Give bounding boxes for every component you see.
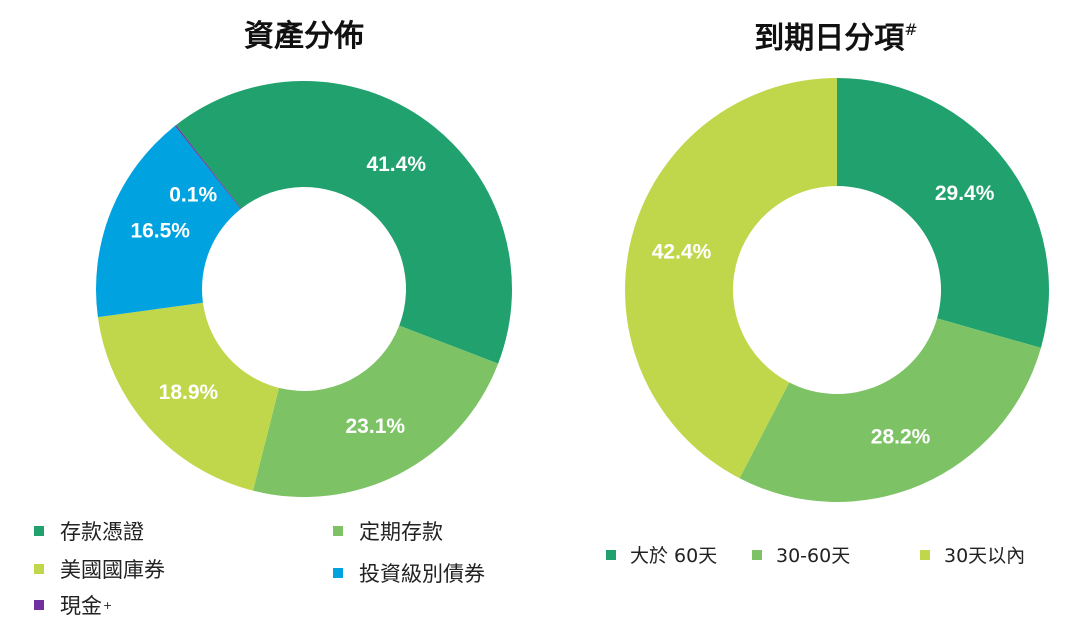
donut-slice <box>625 77 837 479</box>
asset-donut: 41.4% 23.1% 18.9% 16.5% 0.1% <box>96 80 513 497</box>
donut-slice <box>739 318 1041 502</box>
legend-item-cash: 現金 + <box>34 590 112 620</box>
data-label: 0.1% <box>169 184 217 207</box>
legend-swatch <box>34 526 44 536</box>
donut-slice <box>174 125 242 210</box>
data-label: 23.1% <box>346 415 406 438</box>
legend-swatch <box>333 526 343 536</box>
legend-swatch <box>333 568 343 578</box>
legend-swatch <box>920 549 930 560</box>
legend-label: 定期存款 <box>359 520 443 544</box>
maturity-chart-title-sup: # <box>904 20 917 39</box>
legend-label: 30天以內 <box>944 545 1026 567</box>
legend-item-certificates-of-deposit: 存款憑證 <box>34 516 144 546</box>
data-label: 16.5% <box>130 220 190 243</box>
legend-swatch <box>34 564 44 574</box>
donut-slice <box>175 80 513 364</box>
donut-slice <box>252 325 499 497</box>
legend-label: 30-60天 <box>776 545 851 567</box>
asset-chart-title: 資產分佈 <box>244 19 364 54</box>
legend-item-time-deposits: 定期存款 <box>333 516 443 546</box>
legend-swatch <box>606 549 616 560</box>
legend-item-30-60-days: 30-60天 <box>752 541 850 568</box>
legend-label: 存款憑證 <box>60 520 144 544</box>
maturity-donut: 29.4% 28.2% 42.4% <box>625 77 1049 502</box>
donut-slice <box>837 78 1049 348</box>
asset-legend: 存款憑證 定期存款 美國國庫券 投資級別債券 現金 + <box>0 0 545 630</box>
legend-item-us-treasury-bills: 美國國庫券 <box>34 554 165 584</box>
legend-item-over-60-days: 大於 60天 <box>606 541 717 568</box>
legend-item-investment-grade-bonds: 投資級別債券 <box>333 558 485 588</box>
donut-slice <box>96 125 241 318</box>
data-label: 18.9% <box>159 381 219 404</box>
legend-label: 美國國庫券 <box>60 558 165 582</box>
legend-label: 現金 <box>60 594 102 618</box>
data-label: 28.2% <box>871 425 931 448</box>
legend-item-within-30-days: 30天以內 <box>920 541 1025 568</box>
maturity-chart-title: 到期日分項# <box>754 20 917 56</box>
legend-swatch <box>752 549 762 560</box>
data-label: 29.4% <box>935 182 995 205</box>
legend-label: 大於 60天 <box>630 545 718 567</box>
donut-slice <box>97 302 279 491</box>
legend-label: 投資級別債券 <box>359 562 485 586</box>
data-label: 41.4% <box>366 153 426 176</box>
data-label: 42.4% <box>652 241 712 264</box>
legend-swatch <box>34 600 44 610</box>
legend-label-sup: + <box>103 598 113 612</box>
maturity-chart-title-text: 到期日分項 <box>754 21 905 56</box>
